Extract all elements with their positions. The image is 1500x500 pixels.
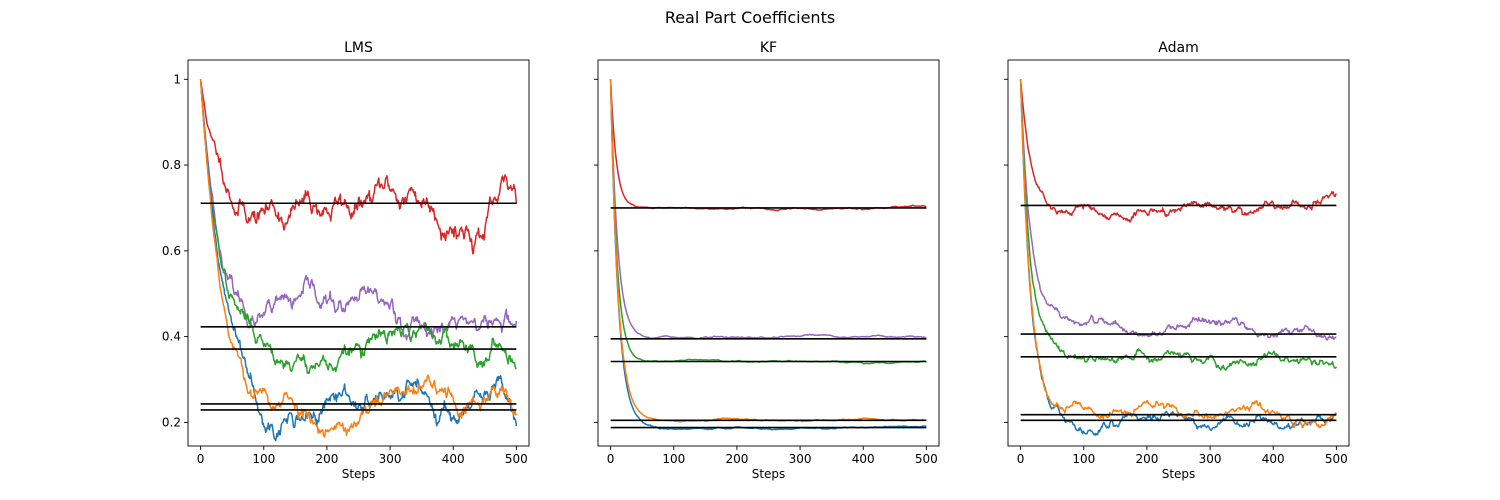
x-axis-label: Steps <box>342 467 376 481</box>
x-axis-label: Steps <box>752 467 786 481</box>
x-axis-label: Steps <box>1162 467 1196 481</box>
x-tick-label: 300 <box>789 452 812 466</box>
series-line-1 <box>199 79 518 255</box>
x-tick-label: 300 <box>1199 452 1222 466</box>
x-tick-label: 400 <box>852 452 875 466</box>
series-line-2 <box>1019 79 1337 341</box>
series-line-2 <box>199 79 518 341</box>
plot-area <box>1019 79 1338 436</box>
axes-frame <box>1007 59 1350 447</box>
y-tick-label: 0.8 <box>162 158 181 172</box>
series-line-5 <box>609 79 927 423</box>
panel-title: KF <box>760 40 777 56</box>
series-line-3 <box>609 79 927 365</box>
series-line-4 <box>1019 79 1337 436</box>
x-tick-label: 400 <box>1262 452 1285 466</box>
axes-frame <box>187 59 530 447</box>
x-tick-label: 100 <box>252 452 275 466</box>
x-tick-label: 500 <box>505 452 528 466</box>
x-tick-label: 500 <box>915 452 938 466</box>
x-tick-label: 0 <box>197 452 205 466</box>
panel-title: Adam <box>1158 40 1198 56</box>
y-tick-label: 0.6 <box>162 244 181 258</box>
series-line-3 <box>199 79 517 375</box>
panel-title: LMS <box>344 40 373 56</box>
x-tick-label: 0 <box>607 452 615 466</box>
figure-title: Real Part Coefficients <box>665 8 835 27</box>
x-tick-label: 100 <box>662 452 685 466</box>
x-tick-label: 400 <box>442 452 465 466</box>
panel-kf: 0 100 200 300 400 500 KF Steps <box>594 40 940 481</box>
series-line-4 <box>199 79 518 442</box>
axes-frame <box>597 59 940 447</box>
panel-adam: 0 100 200 300 400 500 Adam Steps <box>1004 40 1350 481</box>
y-tick-label: 0.2 <box>162 415 181 429</box>
x-tick-label: 300 <box>379 452 402 466</box>
x-tick-label: 200 <box>1135 452 1158 466</box>
x-tick-label: 500 <box>1325 452 1348 466</box>
x-tick-label: 200 <box>315 452 338 466</box>
y-tick-label: 0.4 <box>162 330 181 344</box>
x-tick-label: 200 <box>725 452 748 466</box>
series-line-1 <box>1019 79 1337 223</box>
x-tick-label: 100 <box>1072 452 1095 466</box>
series-line-5 <box>1019 79 1338 429</box>
plot-area <box>609 79 927 431</box>
y-tick-label: 1 <box>173 72 181 86</box>
series-line-5 <box>199 79 518 438</box>
series-line-4 <box>609 79 927 431</box>
x-tick-label: 0 <box>1017 452 1025 466</box>
series-line-1 <box>609 79 927 212</box>
panel-lms: 0 100 200 300 400 500 0.2 0.4 0.6 0.8 1 LMS Steps <box>162 40 530 481</box>
plot-area <box>199 79 518 442</box>
